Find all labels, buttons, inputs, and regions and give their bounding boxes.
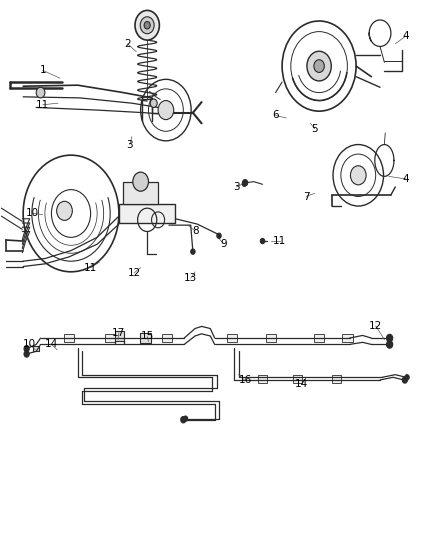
Circle shape (36, 87, 45, 98)
Text: 14: 14 (45, 340, 58, 350)
Bar (314, 334, 324, 342)
Circle shape (217, 233, 221, 238)
Circle shape (158, 101, 174, 119)
Text: 1: 1 (39, 66, 46, 75)
Text: 11: 11 (273, 236, 286, 246)
Circle shape (387, 334, 392, 342)
Circle shape (140, 17, 154, 34)
Bar (162, 334, 172, 342)
Circle shape (307, 51, 331, 81)
Bar (119, 204, 176, 223)
Text: 10: 10 (26, 208, 39, 219)
Circle shape (144, 21, 150, 29)
Circle shape (191, 249, 195, 254)
Bar (123, 182, 158, 204)
Circle shape (405, 375, 409, 380)
Text: 12: 12 (127, 268, 141, 278)
Text: 9: 9 (220, 239, 226, 249)
Text: 5: 5 (311, 124, 318, 134)
Circle shape (150, 99, 157, 108)
Text: 15: 15 (141, 332, 154, 342)
Bar (266, 334, 276, 342)
Text: 17: 17 (112, 328, 126, 338)
Circle shape (184, 416, 187, 421)
Bar (342, 334, 353, 342)
Circle shape (242, 181, 247, 187)
Text: 2: 2 (124, 39, 131, 49)
Circle shape (260, 238, 265, 244)
Text: 3: 3 (127, 140, 133, 150)
Text: 11: 11 (36, 100, 49, 110)
Text: 13: 13 (184, 273, 198, 283)
Text: 7: 7 (303, 191, 309, 201)
Circle shape (57, 201, 72, 220)
Circle shape (24, 345, 29, 352)
Circle shape (181, 417, 186, 423)
Text: 6: 6 (272, 110, 279, 120)
Bar (258, 375, 267, 383)
Bar (332, 375, 341, 383)
Bar (33, 346, 39, 351)
Circle shape (135, 11, 159, 40)
Bar (293, 375, 302, 383)
Text: 4: 4 (403, 174, 410, 184)
Bar (140, 333, 151, 343)
Bar (227, 334, 237, 342)
Circle shape (402, 377, 407, 383)
Text: 14: 14 (295, 379, 308, 389)
Text: 12: 12 (369, 321, 382, 331)
Text: 3: 3 (233, 182, 240, 192)
Circle shape (24, 351, 29, 357)
Circle shape (314, 60, 324, 72)
Bar (105, 334, 116, 342)
Circle shape (350, 166, 366, 185)
Text: 8: 8 (192, 226, 198, 236)
Circle shape (387, 341, 392, 348)
Text: 16: 16 (238, 375, 252, 385)
Circle shape (243, 180, 248, 186)
Bar (115, 331, 124, 341)
Text: 4: 4 (403, 31, 410, 41)
Circle shape (133, 172, 148, 191)
Bar (64, 334, 74, 342)
Text: 11: 11 (84, 263, 97, 272)
Text: 10: 10 (23, 340, 36, 350)
